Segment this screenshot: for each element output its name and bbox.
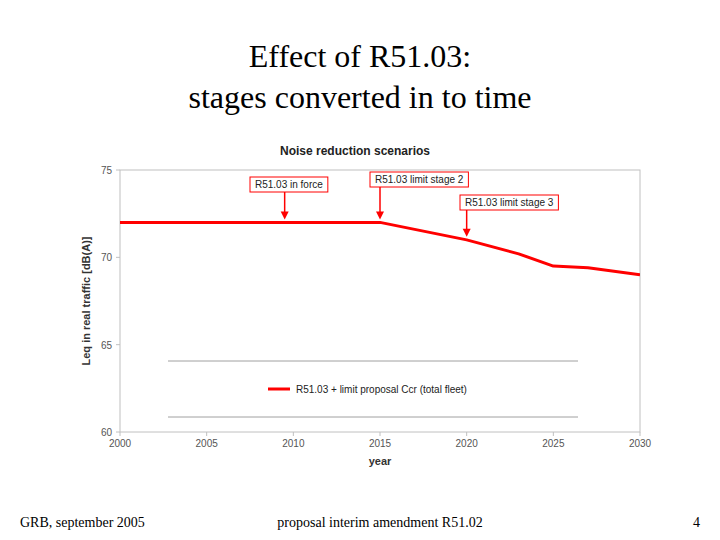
slide-title: stages converted in to time [188,79,531,115]
legend-border [168,361,578,362]
y-axis-label: Leq in real traffic [dB(A)] [80,236,92,365]
x-tick [466,432,467,436]
page-number: 4 [693,515,700,530]
y-tick-label: 60 [101,427,113,438]
x-tick-label: 2020 [456,438,479,449]
slide: Effect of R51.03: stages converted in to … [0,0,720,540]
y-tick [116,432,120,433]
annotation-arrowhead [463,229,471,237]
x-tick [293,432,294,436]
chart-title: Noise reduction scenarios [280,144,430,158]
x-tick-label: 2005 [196,438,219,449]
annotation-arrow [379,187,381,213]
x-tick [120,432,121,436]
x-tick-label: 2000 [109,438,132,449]
x-tick [206,432,207,436]
x-tick [640,432,641,436]
y-tick [116,257,120,258]
annotation-box [370,172,468,187]
x-tick [553,432,554,436]
annotation-arrowhead [376,211,384,219]
y-tick-label: 65 [101,340,113,351]
plot-frame [120,170,640,432]
footer-left: GRB, september 2005 [20,515,145,530]
y-tick-label: 70 [101,252,113,263]
plot-marks [120,222,640,274]
annotation-box [460,195,558,210]
y-tick-label: 75 [101,165,113,176]
legend-label: R51.03 + limit proposal Ccr (total fleet… [296,384,467,395]
annotation-text: R51.03 in force [255,179,323,190]
legend-swatch [268,388,290,391]
x-tick-label: 2025 [542,438,565,449]
annotation-arrow [284,192,286,213]
annotation-box [250,177,328,192]
y-tick [116,170,120,171]
annotation-text: R51.03 limit stage 3 [465,197,554,208]
x-tick [380,432,381,436]
x-tick-label: 2010 [282,438,305,449]
footer-center: proposal interim amendment R51.02 [277,515,482,530]
y-tick [116,344,120,345]
x-tick-label: 2015 [369,438,392,449]
x-tick-label: 2030 [629,438,652,449]
x-axis-label: year [369,455,392,467]
annotation-arrowhead [281,211,289,219]
annotation-arrow [466,210,468,231]
slide-title: Effect of R51.03: [249,38,471,74]
series-line [120,222,640,274]
legend-border [168,417,578,418]
annotation-text: R51.03 limit stage 2 [375,174,464,185]
